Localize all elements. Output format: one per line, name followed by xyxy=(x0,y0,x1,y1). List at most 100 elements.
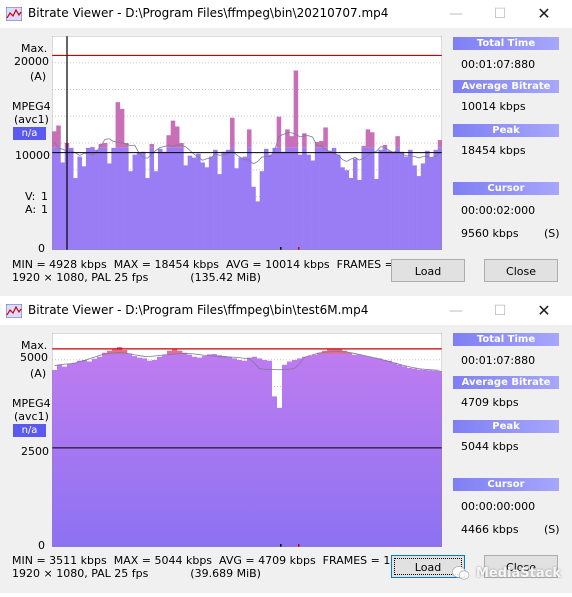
bitrate-bar xyxy=(162,151,167,250)
average-bitrate-header: Average Bitrate xyxy=(453,376,559,389)
maximize-button[interactable]: ☐ xyxy=(493,6,507,22)
bitrate-chart[interactable] xyxy=(52,36,442,250)
bitrate-bar xyxy=(386,150,392,250)
bitrate-bar xyxy=(196,153,201,250)
v-label: V: xyxy=(25,190,36,203)
average-bitrate-value: 10014 kbps xyxy=(461,100,526,113)
minimize-button[interactable]: — xyxy=(449,6,463,22)
bitrate-bar xyxy=(183,165,188,250)
bitrate-bar xyxy=(259,171,265,250)
bitrate-bar-peak xyxy=(289,136,294,148)
tick-mark xyxy=(298,544,300,547)
bitrate-bar xyxy=(302,147,307,250)
title-bar[interactable]: Bitrate Viewer - D:\Program Files\ffmpeg… xyxy=(0,0,572,28)
bitrate-bar xyxy=(374,178,379,250)
bitrate-bar xyxy=(132,154,138,250)
bitrate-bar xyxy=(437,147,442,250)
bitrate-bar xyxy=(280,151,286,250)
bitrate-bar xyxy=(81,166,87,250)
bitrate-bar-peak xyxy=(323,127,328,148)
wechat-icon xyxy=(452,566,470,580)
cursor-time-value: 00:00:02:000 xyxy=(461,204,536,217)
bitrate-bar xyxy=(238,157,244,250)
bitrate-bar xyxy=(289,147,294,250)
bitrate-bar-peak xyxy=(149,143,155,148)
load-button[interactable]: Load xyxy=(391,259,465,282)
close-window-button[interactable]: ✕ xyxy=(537,301,551,320)
bitrate-bar-peak xyxy=(230,117,235,148)
close-window-button[interactable]: ✕ xyxy=(537,4,551,23)
codec-sub-label: (avc1) xyxy=(14,113,49,126)
mid-value-label: 10000 xyxy=(15,149,50,162)
title-bar[interactable]: Bitrate Viewer - D:\Program Files\ffmpeg… xyxy=(0,297,572,325)
bitrate-bar xyxy=(73,178,78,250)
bitrate-bar-peak xyxy=(365,129,371,148)
zero-label: 0 xyxy=(38,242,45,255)
bitrate-bar xyxy=(174,147,180,250)
bitrate-bar-peak xyxy=(174,126,180,148)
bitrate-peak-segment xyxy=(107,350,113,355)
moving-average-line xyxy=(53,132,441,165)
codec-label: MPEG4 xyxy=(12,397,51,410)
bitrate-bar xyxy=(52,147,57,250)
close-button[interactable]: Close xyxy=(484,259,558,282)
bitrate-bar xyxy=(293,147,299,250)
bitrate-bar xyxy=(217,174,222,250)
bitrate-bar-peak xyxy=(361,145,366,148)
bitrate-bar xyxy=(68,147,74,250)
cursor-header: Cursor xyxy=(453,182,559,195)
bitrate-viewer-app-icon xyxy=(6,7,22,21)
bitrate-bar xyxy=(170,147,176,250)
bitrate-bar xyxy=(306,154,311,250)
window-title: Bitrate Viewer - D:\Program Files\ffmpeg… xyxy=(28,303,369,317)
minimize-button[interactable]: — xyxy=(449,303,463,319)
bitrate-bar xyxy=(268,154,273,250)
bitrate-bar xyxy=(90,147,95,250)
bitrate-bar xyxy=(111,147,116,250)
bitrate-bar xyxy=(124,147,129,250)
bitrate-bar-peak xyxy=(302,133,307,148)
stats-line-1: MIN = 4928 kbps MAX = 18454 kbps AVG = 1… xyxy=(12,258,426,271)
window-title: Bitrate Viewer - D:\Program Files\ffmpeg… xyxy=(28,6,389,20)
bitrate-bar xyxy=(141,151,146,250)
bitrate-bar xyxy=(399,151,405,250)
bitrate-bar xyxy=(429,157,434,250)
bitrate-bar xyxy=(119,147,125,250)
bitrate-bar-peak xyxy=(314,142,320,148)
bitrate-bar xyxy=(136,152,142,250)
total-time-value: 00:01:07:880 xyxy=(461,58,536,71)
bitrate-bar xyxy=(327,150,333,250)
bitrate-bar xyxy=(352,158,358,250)
bitrate-bar xyxy=(369,147,375,250)
bitrate-bar xyxy=(77,156,82,250)
bitrate-bar-peak xyxy=(276,116,282,148)
bitrate-bar-peak xyxy=(382,144,388,148)
cursor-s-label: (S) xyxy=(544,523,560,536)
bitrate-peak-segment xyxy=(117,347,123,355)
peak-value: 18454 kbps xyxy=(461,144,526,157)
maximize-button[interactable]: ☐ xyxy=(493,303,507,319)
bitrate-bar-peak xyxy=(52,131,57,148)
na-badge: n/a xyxy=(13,127,46,140)
bitrate-bar-peak xyxy=(115,102,121,148)
bitrate-chart[interactable] xyxy=(52,333,442,547)
bitrate-bar xyxy=(263,148,269,250)
bitrate-bar xyxy=(382,147,388,250)
max-value-label: 5000 xyxy=(20,351,48,364)
bitrate-bar xyxy=(314,147,320,250)
v-value: 1 xyxy=(41,190,48,203)
load-button[interactable]: Load xyxy=(391,555,465,578)
bitrate-bar xyxy=(285,147,290,250)
average-bitrate-header: Average Bitrate xyxy=(453,80,559,93)
bitrate-bar xyxy=(255,201,261,250)
unit-label: (A) xyxy=(30,70,47,83)
bitrate-bar xyxy=(340,167,345,250)
bitrate-bar xyxy=(166,147,171,250)
tick-mark xyxy=(298,247,300,250)
bitrate-bar xyxy=(251,186,256,250)
bitrate-bar xyxy=(221,151,227,250)
bitrate-bar xyxy=(94,149,99,250)
zero-label: 0 xyxy=(38,539,45,552)
close-button[interactable]: Close xyxy=(484,555,558,578)
bitrate-bar xyxy=(323,147,328,250)
